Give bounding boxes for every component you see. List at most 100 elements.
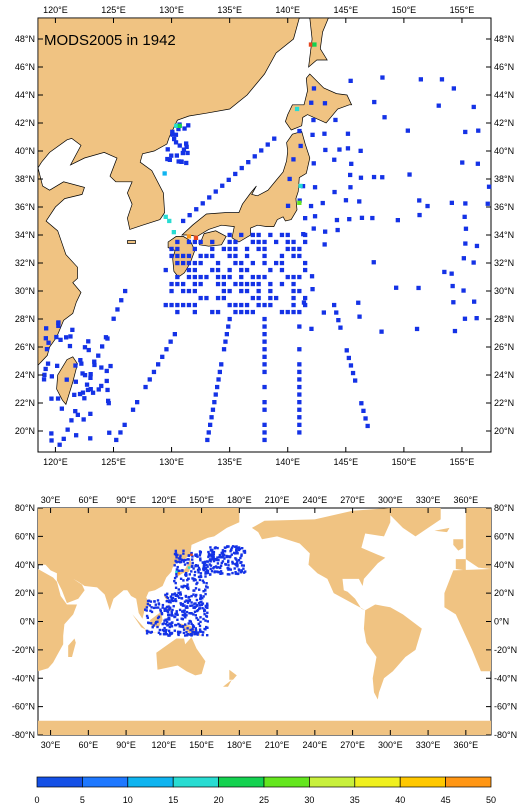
lat-tick-label-right: 60°N [494, 531, 514, 541]
obs-cell [285, 246, 290, 252]
obs-cell [195, 632, 198, 635]
obs-cell [169, 281, 174, 287]
lat-tick-label-left: 80°N [15, 503, 35, 513]
lon-tick-label-bottom: 60°E [79, 740, 99, 750]
obs-cell [154, 622, 157, 625]
obs-cell [119, 298, 124, 303]
lat-tick-label-right: 20°N [494, 588, 514, 598]
obs-cell [145, 614, 149, 618]
obs-cell [174, 552, 178, 555]
obs-cell [186, 561, 189, 565]
obs-cell [177, 622, 180, 626]
obs-cell [450, 283, 455, 289]
lon-tick-label-bottom: 120°E [152, 740, 177, 750]
obs-cell [194, 605, 197, 608]
obs-cell [237, 569, 241, 572]
obs-cell [202, 631, 205, 634]
obs-cell [169, 595, 173, 598]
obs-cell [198, 607, 201, 610]
obs-cell [159, 632, 162, 636]
obs-cell [268, 232, 273, 238]
obs-cell [187, 554, 191, 557]
obs-cell [414, 326, 420, 332]
obs-cell [220, 561, 223, 565]
obs-cell [149, 600, 153, 603]
lat-tick-label-right: 30°N [494, 286, 514, 296]
obs-cell [43, 366, 48, 372]
obs-cell [310, 132, 315, 137]
obs-cell [239, 274, 244, 280]
obs-cell [166, 609, 169, 613]
obs-cell [303, 260, 308, 266]
obs-cell [104, 378, 109, 384]
obs-cell [256, 232, 261, 238]
obs-cell [472, 299, 477, 304]
obs-cell [85, 387, 91, 393]
obs-cell [297, 274, 302, 280]
obs-cell [204, 592, 207, 596]
obs-cell [175, 281, 180, 287]
obs-cell [183, 609, 186, 612]
obs-cell [163, 626, 166, 630]
obs-cell [185, 599, 188, 602]
obs-cell [442, 269, 447, 275]
obs-cell [308, 42, 314, 47]
obs-cell [182, 610, 185, 613]
obs-cell [303, 216, 308, 221]
obs-cell [236, 547, 240, 550]
land-polygon [444, 569, 491, 672]
obs-cell [221, 549, 225, 552]
colorbar-box [218, 776, 265, 788]
obs-cell [333, 117, 338, 123]
obs-cell [193, 574, 196, 577]
obs-cell [262, 384, 267, 390]
land-polygon [156, 637, 206, 676]
obs-cell [176, 618, 179, 621]
obs-cell [176, 565, 179, 569]
obs-cell [180, 558, 184, 562]
obs-cell [203, 568, 207, 571]
colorbar-label: 25 [259, 795, 269, 805]
obs-cell [202, 590, 205, 593]
obs-cell [240, 553, 243, 556]
land-polygon [455, 559, 466, 571]
obs-cell [228, 573, 231, 576]
land-polygon [465, 508, 491, 569]
obs-cell [356, 300, 361, 305]
obs-cell [291, 253, 296, 259]
obs-cell [163, 633, 166, 636]
obs-cell [323, 229, 328, 234]
obs-cell [262, 430, 267, 435]
obs-cell [183, 615, 186, 618]
obs-cell [185, 610, 189, 614]
obs-cell [212, 567, 215, 570]
obs-cell [191, 558, 194, 561]
obs-cell [202, 617, 205, 621]
obs-cell [303, 302, 308, 308]
obs-cell [358, 148, 363, 153]
obs-cell [204, 295, 209, 301]
obs-cell [175, 302, 180, 308]
obs-cell [206, 602, 209, 605]
obs-cell [359, 401, 364, 406]
obs-cell [175, 561, 178, 564]
obs-cell [196, 555, 199, 558]
obs-cell [168, 634, 171, 637]
obs-cell [164, 618, 167, 621]
obs-cell [190, 612, 193, 615]
obs-cell [240, 554, 243, 558]
obs-cell [159, 608, 162, 611]
obs-cell [209, 560, 212, 563]
obs-cell [198, 295, 203, 301]
obs-cell [256, 239, 261, 245]
lat-tick-label-right: 24°N [494, 370, 514, 380]
obs-cell [152, 606, 156, 610]
obs-cell [73, 379, 78, 384]
obs-cell [196, 609, 200, 612]
obs-cell [177, 560, 180, 563]
obs-cell [191, 561, 194, 565]
obs-cell [206, 626, 209, 629]
obs-cell [171, 230, 176, 235]
obs-cell [145, 606, 149, 609]
obs-cell [216, 546, 219, 550]
